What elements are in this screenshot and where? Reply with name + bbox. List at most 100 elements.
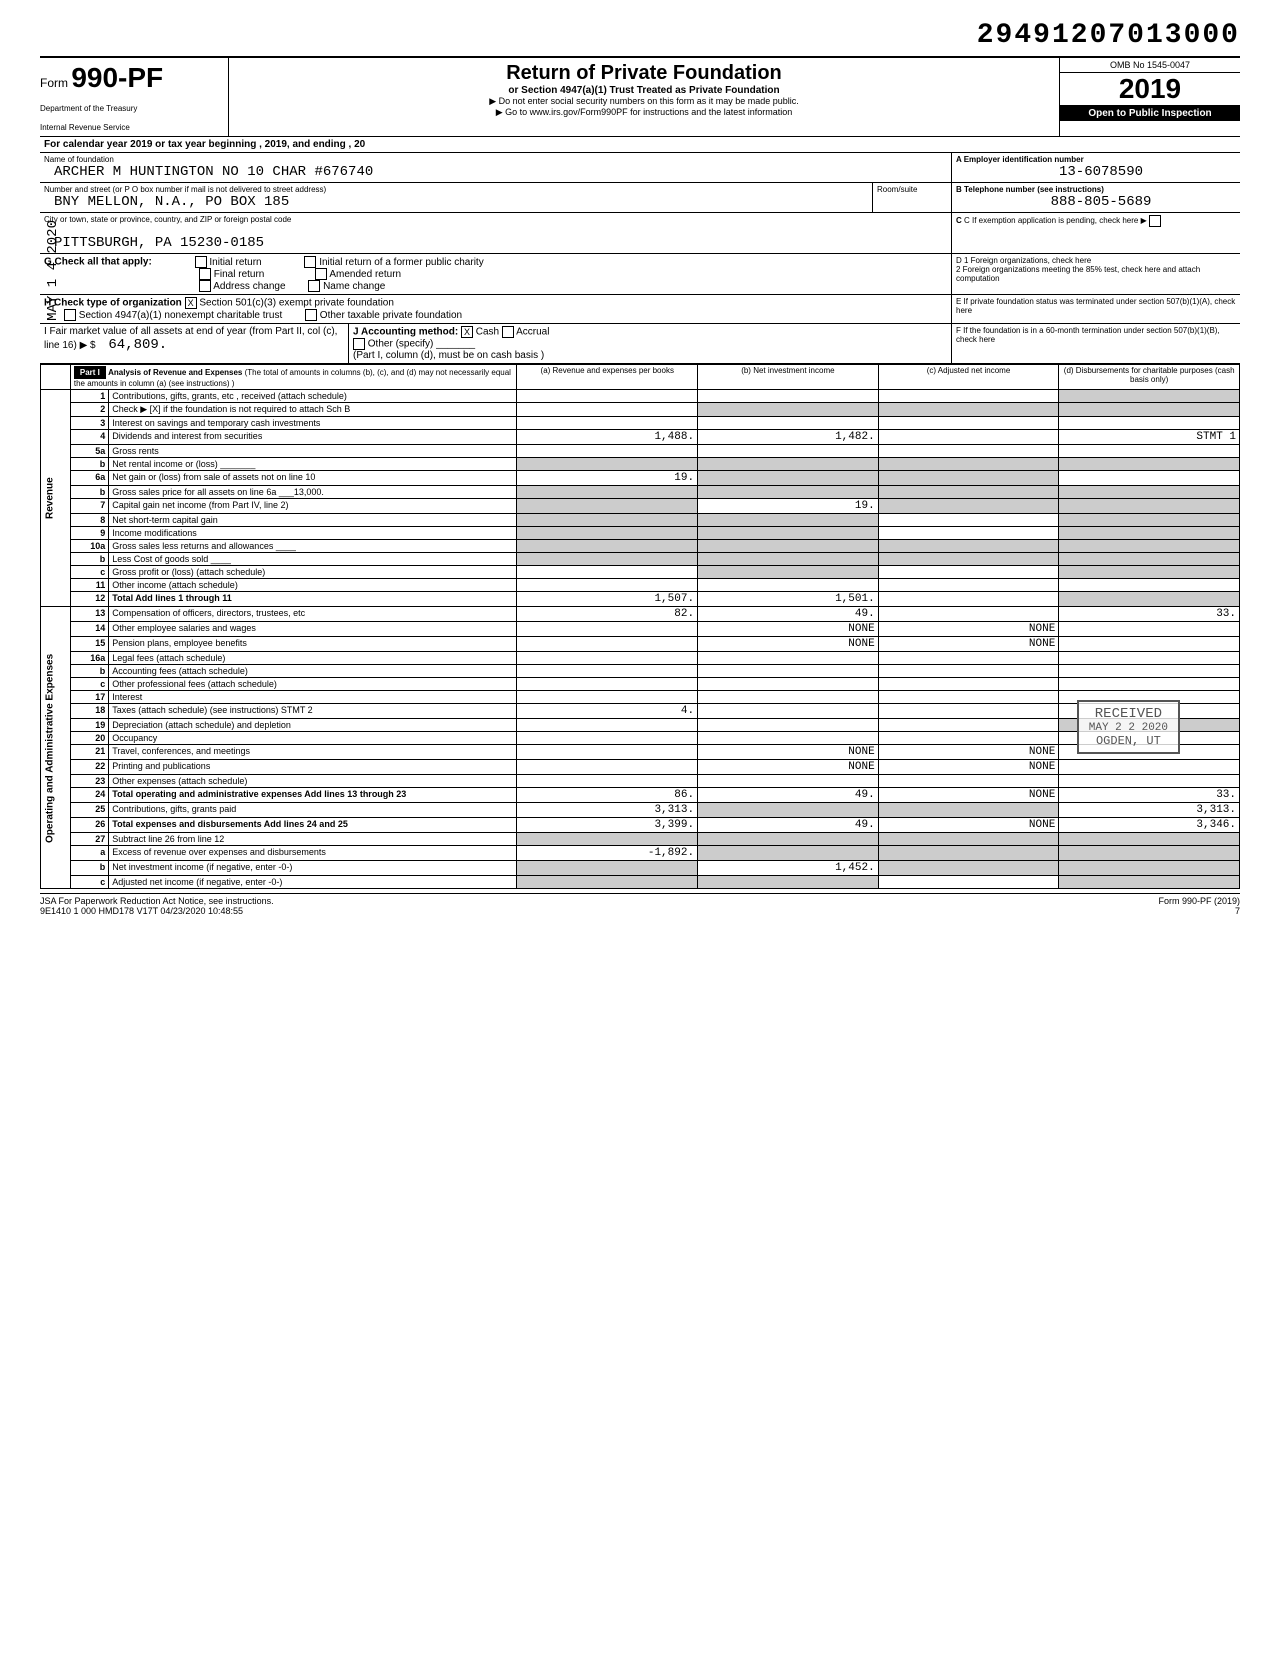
value-cell (1059, 861, 1240, 876)
value-cell (698, 579, 879, 592)
table-row: 18Taxes (attach schedule) (see instructi… (41, 704, 1240, 719)
row-number: 26 (70, 818, 108, 833)
value-cell (1059, 775, 1240, 788)
value-cell: 49. (698, 607, 879, 622)
value-cell: 19. (698, 499, 879, 514)
row-description: Gross rents (109, 445, 517, 458)
row-description: Contributions, gifts, grants paid (109, 803, 517, 818)
form-ref: Form 990-PF (2019) (1158, 896, 1240, 906)
former-public-checkbox[interactable] (304, 256, 316, 268)
addr-label: Number and street (or P O box number if … (44, 185, 868, 194)
value-cell: -1,892. (517, 846, 698, 861)
other-method-checkbox[interactable] (353, 338, 365, 350)
value-cell: 4. (517, 704, 698, 719)
value-cell (878, 833, 1059, 846)
value-cell (517, 732, 698, 745)
row-number: 27 (70, 833, 108, 846)
value-cell (878, 719, 1059, 732)
value-cell (878, 553, 1059, 566)
row-description: Net short-term capital gain (109, 514, 517, 527)
final-return-checkbox[interactable] (199, 268, 211, 280)
value-cell (878, 876, 1059, 889)
row-description: Gross sales less returns and allowances … (109, 540, 517, 553)
value-cell (517, 499, 698, 514)
value-cell (878, 430, 1059, 445)
address-change-checkbox[interactable] (199, 280, 211, 292)
4947-checkbox[interactable] (64, 309, 76, 321)
table-row: 2Check ▶ [X] if the foundation is not re… (41, 403, 1240, 417)
form-header: Form 990-PF Department of the Treasury I… (40, 56, 1240, 137)
fmv-label: I Fair market value of all assets at end… (44, 326, 337, 351)
value-cell (878, 846, 1059, 861)
initial-return-checkbox[interactable] (195, 256, 207, 268)
value-cell (517, 417, 698, 430)
value-cell (878, 445, 1059, 458)
table-row: 27Subtract line 26 from line 12 (41, 833, 1240, 846)
row-number: 7 (70, 499, 108, 514)
row-description: Pension plans, employee benefits (109, 637, 517, 652)
value-cell (698, 486, 879, 499)
value-cell: 1,482. (698, 430, 879, 445)
value-cell (698, 652, 879, 665)
value-cell: NONE (698, 637, 879, 652)
row-description: Capital gain net income (from Part IV, l… (109, 499, 517, 514)
value-cell (517, 691, 698, 704)
value-cell (517, 833, 698, 846)
value-cell (878, 607, 1059, 622)
value-cell: 3,313. (517, 803, 698, 818)
row-number: 11 (70, 579, 108, 592)
row-description: Net rental income or (loss) _______ (109, 458, 517, 471)
value-cell (1059, 540, 1240, 553)
value-cell (517, 876, 698, 889)
501c3-checkbox[interactable]: X (185, 297, 197, 309)
row-number: 20 (70, 732, 108, 745)
value-cell (1059, 665, 1240, 678)
row-number: 23 (70, 775, 108, 788)
row-number: 18 (70, 704, 108, 719)
row-number: 14 (70, 622, 108, 637)
row-number: c (70, 566, 108, 579)
name-change-checkbox[interactable] (308, 280, 320, 292)
other-taxable-checkbox[interactable] (305, 309, 317, 321)
row-number: 6a (70, 471, 108, 486)
fmv-value: 64,809. (98, 337, 167, 353)
table-row: 6aNet gain or (loss) from sale of assets… (41, 471, 1240, 486)
value-cell (878, 540, 1059, 553)
row-number: 16a (70, 652, 108, 665)
value-cell (878, 390, 1059, 403)
table-row: bGross sales price for all assets on lin… (41, 486, 1240, 499)
value-cell (698, 719, 879, 732)
row-description: Other expenses (attach schedule) (109, 775, 517, 788)
foundation-address: BNY MELLON, N.A., PO BOX 185 (44, 194, 868, 210)
value-cell: 49. (698, 818, 879, 833)
row-description: Less Cost of goods sold ____ (109, 553, 517, 566)
row-description: Other income (attach schedule) (109, 579, 517, 592)
value-cell (1059, 592, 1240, 607)
value-cell (698, 678, 879, 691)
row-number: b (70, 665, 108, 678)
exemption-pending: C C If exemption application is pending,… (956, 215, 1236, 227)
row-number: 5a (70, 445, 108, 458)
accrual-checkbox[interactable] (502, 326, 514, 338)
table-row: cOther professional fees (attach schedul… (41, 678, 1240, 691)
value-cell: 3,399. (517, 818, 698, 833)
col-b-header: (b) Net investment income (698, 365, 879, 390)
value-cell (517, 652, 698, 665)
value-cell (1059, 486, 1240, 499)
row-number: 19 (70, 719, 108, 732)
value-cell (517, 486, 698, 499)
value-cell: 3,313. (1059, 803, 1240, 818)
paperwork-notice: JSA For Paperwork Reduction Act Notice, … (40, 896, 274, 906)
value-cell (878, 417, 1059, 430)
row-description: Total operating and administrative expen… (109, 788, 517, 803)
value-cell (517, 745, 698, 760)
row-number: 3 (70, 417, 108, 430)
value-cell (698, 514, 879, 527)
value-cell (517, 637, 698, 652)
cash-checkbox[interactable]: X (461, 326, 473, 338)
amended-checkbox[interactable] (315, 268, 327, 280)
value-cell (517, 678, 698, 691)
exemption-checkbox[interactable] (1149, 215, 1161, 227)
row-number: 22 (70, 760, 108, 775)
cash-basis-note: (Part I, column (d), must be on cash bas… (353, 350, 544, 361)
